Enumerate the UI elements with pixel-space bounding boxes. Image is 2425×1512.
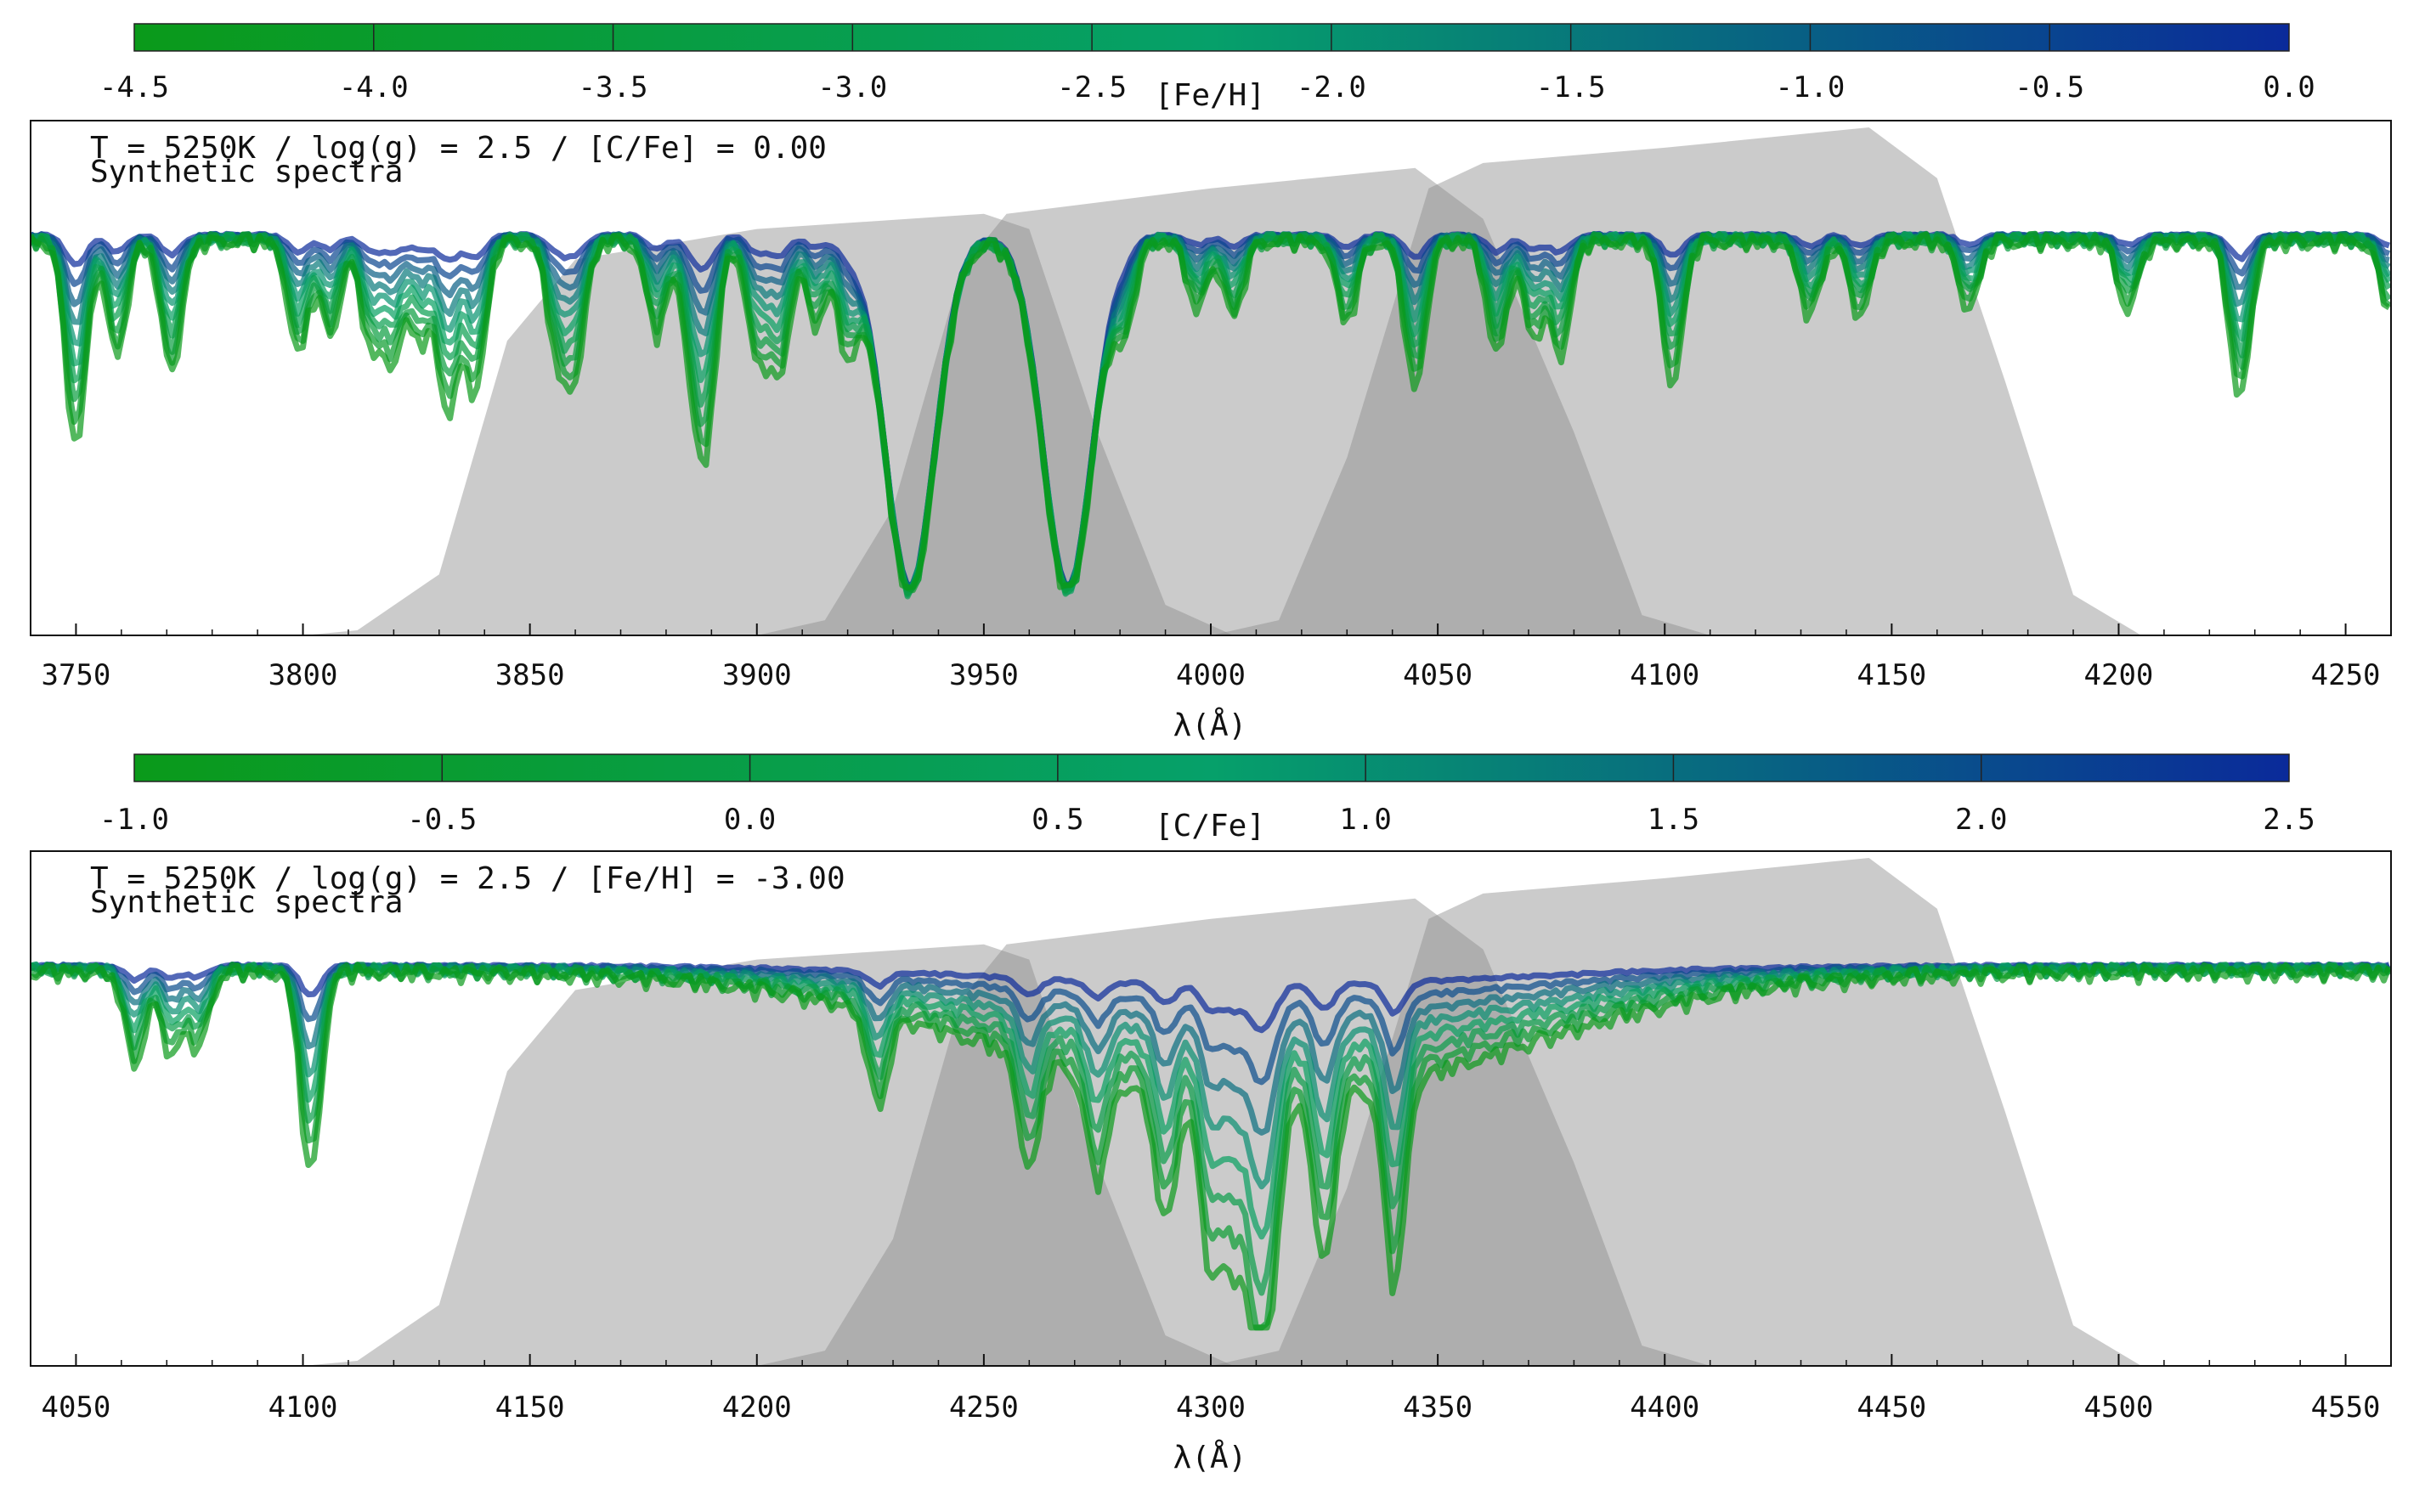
annotation-2-params: T = 5250K / log(g) = 2.5 / [Fe/H] = -3.0… (90, 861, 845, 896)
x-tick-label: 4550 (2311, 1391, 2381, 1425)
colorbar-tick-label: 2.5 (2263, 803, 2315, 837)
x-tick-label: 4200 (722, 1391, 792, 1425)
x-tick-label: 4200 (2084, 658, 2154, 692)
x-tick-label: 4100 (1630, 658, 1699, 692)
x-tick-label: 4000 (1176, 658, 1246, 692)
panel-1: -4.5 -4.0 -3.5 -3.0 -2.5 -2.0 -1.5 -1.0 -0.5 0.0 … (30, 23, 2392, 743)
x-tick-label: 4300 (1176, 1391, 1246, 1425)
spectra-lines-2 (31, 961, 2391, 1331)
x-tick-label: 4350 (1403, 1391, 1473, 1425)
annotation-2-title: Synthetic spectra (90, 885, 403, 920)
colorbar-tick-label: 0.5 (1032, 803, 1083, 837)
colorbar-tick-label: -3.5 (579, 71, 648, 104)
colorbar-tick-label: 0.0 (724, 803, 776, 837)
colorbar-tick-label: -4.5 (99, 71, 169, 104)
x-tick-label: 4150 (1857, 658, 1926, 692)
x-axis-1-label: λ(Å) (1173, 707, 1247, 743)
colorbar-tick-label: -4.0 (339, 71, 409, 104)
colorbar-tick-label: -0.5 (2015, 71, 2084, 104)
colorbar-tick-label: 1.5 (1648, 803, 1699, 837)
x-ticks-1: 3750 3800 3850 3900 3950 4000 4050 4100 4150 4200… (30, 623, 2392, 692)
x-tick-label: 3950 (949, 658, 1019, 692)
x-tick-label: 3900 (722, 658, 792, 692)
x-tick-label: 3800 (269, 658, 338, 692)
annotation-1-params: T = 5250K / log(g) = 2.5 / [C/Fe] = 0.00 (90, 131, 827, 166)
colorbar-tick-label: -1.0 (1775, 71, 1845, 104)
x-tick-label: 4400 (1630, 1391, 1699, 1425)
colorbar-tick-label: -0.5 (407, 803, 477, 837)
x-tick-label: 4150 (495, 1391, 565, 1425)
colorbar-1-ticks: -4.5 -4.0 -3.5 -3.0 -2.5 -2.0 -1.5 -1.0 -0.5 0.0 (99, 24, 2315, 104)
x-tick-label: 4050 (1403, 658, 1473, 692)
colorbar-tick-label: 2.0 (1955, 803, 2007, 837)
filter-transmission-curve (756, 167, 1710, 635)
colorbar-2-label: [C/Fe] (1155, 809, 1265, 843)
x-tick-label: 3750 (41, 658, 110, 692)
x-tick-label: 4250 (2311, 658, 2381, 692)
filter-curves-2 (302, 858, 2142, 1366)
colorbar-tick-label: -2.0 (1297, 71, 1366, 104)
colorbar-1 (133, 23, 2290, 52)
colorbar-tick-label: -2.5 (1057, 71, 1127, 104)
filter-curves-1 (302, 127, 2142, 635)
spectra-lines-1 (31, 230, 2391, 600)
colorbar-tick-label: 0.0 (2263, 71, 2315, 104)
x-tick-label: 4100 (269, 1391, 338, 1425)
x-tick-label: 4050 (41, 1391, 110, 1425)
panel-2: -1.0 -0.5 0.0 0.5 1.0 1.5 2.0 2.5 [C/Fe] 4050 41… (30, 753, 2392, 1475)
colorbar-2-ticks: -1.0 -0.5 0.0 0.5 1.0 1.5 2.0 2.5 (99, 754, 2315, 837)
annotation-1-title: Synthetic spectra (90, 155, 403, 189)
spectrum-series (31, 230, 2391, 591)
x-tick-label: 4500 (2084, 1391, 2154, 1425)
x-tick-label: 4250 (949, 1391, 1019, 1425)
colorbar-tick-label: -3.0 (817, 71, 887, 104)
x-tick-label: 4450 (1857, 1391, 1926, 1425)
colorbar-tick-label: 1.0 (1339, 803, 1391, 837)
filter-transmission-curve (1211, 858, 2142, 1366)
x-ticks-2: 4050 4100 4150 4200 4250 4300 4350 4400 4450 4500… (30, 1354, 2392, 1425)
colorbar-2 (133, 753, 2290, 782)
colorbar-tick-label: -1.0 (99, 803, 169, 837)
colorbar-tick-label: -1.5 (1536, 71, 1606, 104)
filter-transmission-curve (302, 213, 1234, 635)
x-axis-2-label: λ(Å) (1173, 1439, 1247, 1475)
x-tick-label: 3850 (495, 658, 565, 692)
colorbar-1-label: [Fe/H] (1155, 78, 1265, 113)
spectrum-series (31, 962, 2391, 1331)
